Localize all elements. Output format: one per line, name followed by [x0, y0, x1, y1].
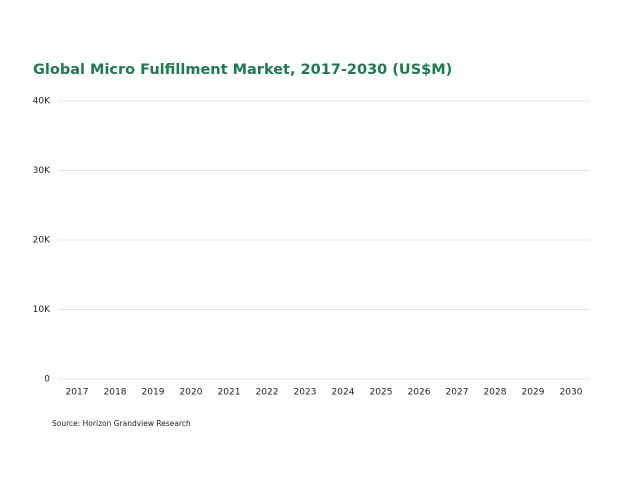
x-tick-label: 2029 [522, 388, 545, 398]
source-note: Source: Horizon Grandview Research [52, 419, 191, 428]
x-tick-label: 2022 [256, 388, 279, 398]
y-tick-label: 20K [33, 236, 51, 246]
x-tick-label: 2026 [408, 388, 431, 398]
y-tick-label: 10K [33, 305, 51, 315]
x-tick-label: 2030 [560, 388, 583, 398]
x-tick-label: 2019 [142, 388, 165, 398]
x-tick-label: 2023 [294, 388, 317, 398]
y-tick-label: 30K [33, 166, 51, 176]
x-tick-label: 2024 [332, 388, 355, 398]
x-tick-label: 2027 [446, 388, 469, 398]
x-tick-label: 2018 [104, 388, 127, 398]
x-tick-label: 2028 [484, 388, 507, 398]
x-tick-label: 2025 [370, 388, 393, 398]
x-tick-label: 2021 [218, 388, 241, 398]
chart-title: Global Micro Fulfillment Market, 2017-20… [33, 62, 452, 78]
y-tick-label: 0 [44, 375, 50, 385]
x-tick-label: 2020 [180, 388, 203, 398]
y-tick-label: 40K [33, 97, 51, 107]
x-tick-label: 2017 [66, 388, 89, 398]
